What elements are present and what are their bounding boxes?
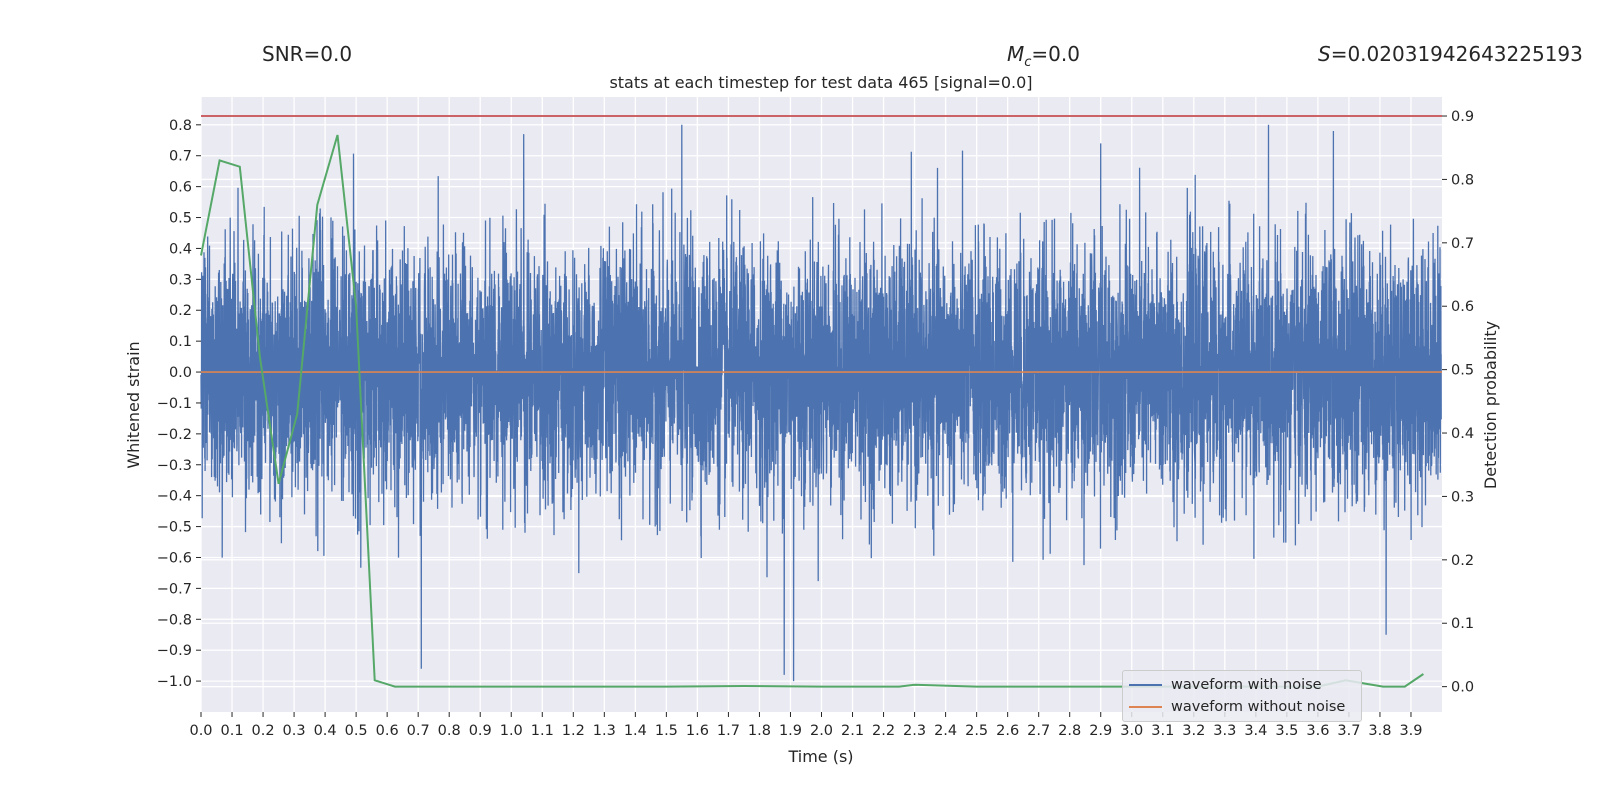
x-tick-label: 1.1	[531, 723, 554, 739]
x-tick-label: 2.5	[965, 723, 988, 739]
chirp-mass-value: =0.0	[1031, 42, 1080, 66]
x-tick-label: 2.6	[996, 723, 1019, 739]
x-tick-label: 3.1	[1151, 723, 1174, 739]
x-tick-label: 3.0	[1120, 723, 1143, 739]
legend-item-clean: waveform without noise	[1129, 696, 1345, 718]
y2-tick-label: 0.1	[1451, 616, 1474, 632]
y-tick-label: −0.4	[157, 489, 192, 505]
legend: waveform with noise waveform without noi…	[1122, 670, 1362, 722]
y2-tick-label: 0.7	[1451, 236, 1474, 252]
x-tick-label: 1.9	[779, 723, 802, 739]
y-tick-label: 0.6	[169, 180, 192, 196]
series-waveform-with-noise	[200, 124, 1442, 682]
x-axis-label: Time (s)	[787, 747, 853, 766]
score-value: =0.02031942643225193	[1330, 42, 1583, 66]
y-tick-label: −0.2	[157, 427, 192, 443]
y2-axis-label: Detection probability	[1481, 321, 1500, 489]
x-tick-label: 0.8	[438, 723, 461, 739]
x-tick-label: 2.7	[1027, 723, 1050, 739]
y-tick-label: 0.8	[169, 118, 192, 134]
x-tick-label: 2.9	[1089, 723, 1112, 739]
legend-label-clean: waveform without noise	[1171, 699, 1346, 715]
x-tick-label: 1.7	[717, 723, 740, 739]
x-tick-label: 3.9	[1399, 723, 1422, 739]
y-tick-label: −0.7	[157, 581, 192, 597]
x-tick-label: 3.8	[1368, 723, 1391, 739]
x-tick-label: 0.9	[469, 723, 492, 739]
x-tick-label: 3.7	[1337, 723, 1360, 739]
x-tick-label: 0.0	[189, 723, 212, 739]
y-tick-label: −0.5	[157, 520, 192, 536]
legend-swatch-clean	[1129, 706, 1162, 708]
x-tick-label: 3.2	[1182, 723, 1205, 739]
legend-label-noisy: waveform with noise	[1171, 677, 1322, 693]
x-tick-label: 2.0	[810, 723, 833, 739]
legend-item-noisy: waveform with noise	[1129, 674, 1322, 696]
x-tick-label: 2.2	[872, 723, 895, 739]
y-tick-label: −0.8	[157, 612, 192, 628]
x-tick-label: 2.1	[841, 723, 864, 739]
x-tick-label: 1.2	[562, 723, 585, 739]
y2-tick-label: 0.6	[1451, 299, 1474, 315]
x-tick-label: 0.6	[376, 723, 399, 739]
y-tick-label: 0.0	[169, 365, 192, 381]
x-tick-label: 3.3	[1213, 723, 1236, 739]
y2-tick-label: 0.9	[1451, 109, 1474, 125]
y-tick-label: 0.5	[169, 211, 192, 227]
x-tick-label: 0.2	[252, 723, 275, 739]
snr-label: SNR=0.0	[262, 42, 353, 66]
chirp-mass-subscript: c	[1024, 55, 1032, 70]
y2-tick-label: 0.5	[1451, 363, 1474, 379]
x-tick-label: 2.4	[934, 723, 957, 739]
y2-tick-label: 0.3	[1451, 489, 1474, 505]
y-tick-label: −0.9	[157, 643, 192, 659]
x-tick-label: 1.3	[593, 723, 616, 739]
y2-tick-label: 0.2	[1451, 553, 1474, 569]
x-tick-label: 3.6	[1306, 723, 1329, 739]
x-tick-label: 1.8	[748, 723, 771, 739]
chart-title: stats at each timestep for test data 465…	[609, 73, 1032, 92]
x-tick-label: 1.6	[686, 723, 709, 739]
x-tick-label: 1.4	[624, 723, 647, 739]
x-tick-label: 1.5	[655, 723, 678, 739]
score-label: S=0.02031942643225193	[1318, 42, 1583, 66]
x-tick-label: 0.3	[283, 723, 306, 739]
y-tick-label: −0.3	[157, 458, 192, 474]
y-tick-label: −0.6	[157, 550, 192, 566]
y-tick-label: 0.1	[169, 334, 192, 350]
x-tick-label: 0.1	[220, 723, 243, 739]
chirp-mass-symbol: M	[1007, 42, 1025, 66]
y-tick-label: −0.1	[157, 396, 192, 412]
y2-tick-label: 0.4	[1451, 426, 1474, 442]
y-tick-label: 0.2	[169, 303, 192, 319]
legend-swatch-noisy	[1129, 684, 1162, 686]
x-tick-label: 0.4	[314, 723, 337, 739]
x-tick-label: 0.5	[345, 723, 368, 739]
y2-tick-label: 0.8	[1451, 172, 1474, 188]
chirp-mass-label: Mc=0.0	[1007, 42, 1080, 70]
score-symbol: S	[1318, 42, 1331, 66]
y-axis-label: Whitened strain	[124, 341, 143, 468]
y-tick-label: 0.4	[169, 241, 192, 257]
y-tick-label: 0.7	[169, 149, 192, 165]
y2-tick-label: 0.0	[1451, 680, 1474, 696]
y-tick-label: 0.3	[169, 272, 192, 288]
x-tick-label: 1.0	[500, 723, 523, 739]
x-tick-label: 2.8	[1058, 723, 1081, 739]
y-tick-label: −1.0	[157, 674, 192, 690]
x-tick-label: 2.3	[903, 723, 926, 739]
x-tick-label: 3.4	[1244, 723, 1267, 739]
x-tick-label: 3.5	[1275, 723, 1298, 739]
x-tick-label: 0.7	[407, 723, 430, 739]
